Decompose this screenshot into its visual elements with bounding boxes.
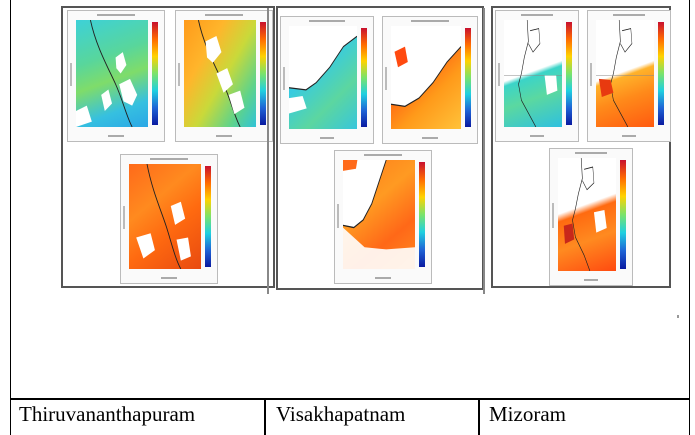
map-plot-mizoram-2 bbox=[587, 10, 671, 142]
panel-visakhapatnam bbox=[276, 6, 484, 290]
map-plot-visakhapatnam-2 bbox=[382, 16, 478, 144]
column-divider bbox=[264, 398, 266, 435]
map-plot-visakhapatnam-3 bbox=[334, 150, 432, 284]
panel-mizoram bbox=[491, 6, 671, 288]
map-plot-thiruvananthapuram-3 bbox=[120, 154, 218, 284]
column-separator bbox=[483, 8, 485, 294]
figure-table: Thiruvananthapuram Visakhapatnam Mizoram bbox=[10, 0, 690, 435]
map-plot-thiruvananthapuram-2 bbox=[175, 10, 273, 142]
row-divider bbox=[11, 398, 689, 400]
column-separator bbox=[267, 8, 269, 294]
map-plot-mizoram-1 bbox=[495, 10, 579, 142]
map-plot-visakhapatnam-1 bbox=[280, 16, 374, 144]
panel-thiruvananthapuram bbox=[61, 6, 275, 288]
column-divider bbox=[478, 398, 480, 435]
label-mizoram: Mizoram bbox=[489, 402, 566, 426]
map-plot-mizoram-3 bbox=[549, 148, 633, 286]
label-visakhapatnam: Visakhapatnam bbox=[276, 402, 406, 426]
stray-mark bbox=[677, 315, 679, 318]
map-plot-thiruvananthapuram-1 bbox=[67, 10, 165, 142]
label-thiruvananthapuram: Thiruvananthapuram bbox=[19, 402, 196, 426]
